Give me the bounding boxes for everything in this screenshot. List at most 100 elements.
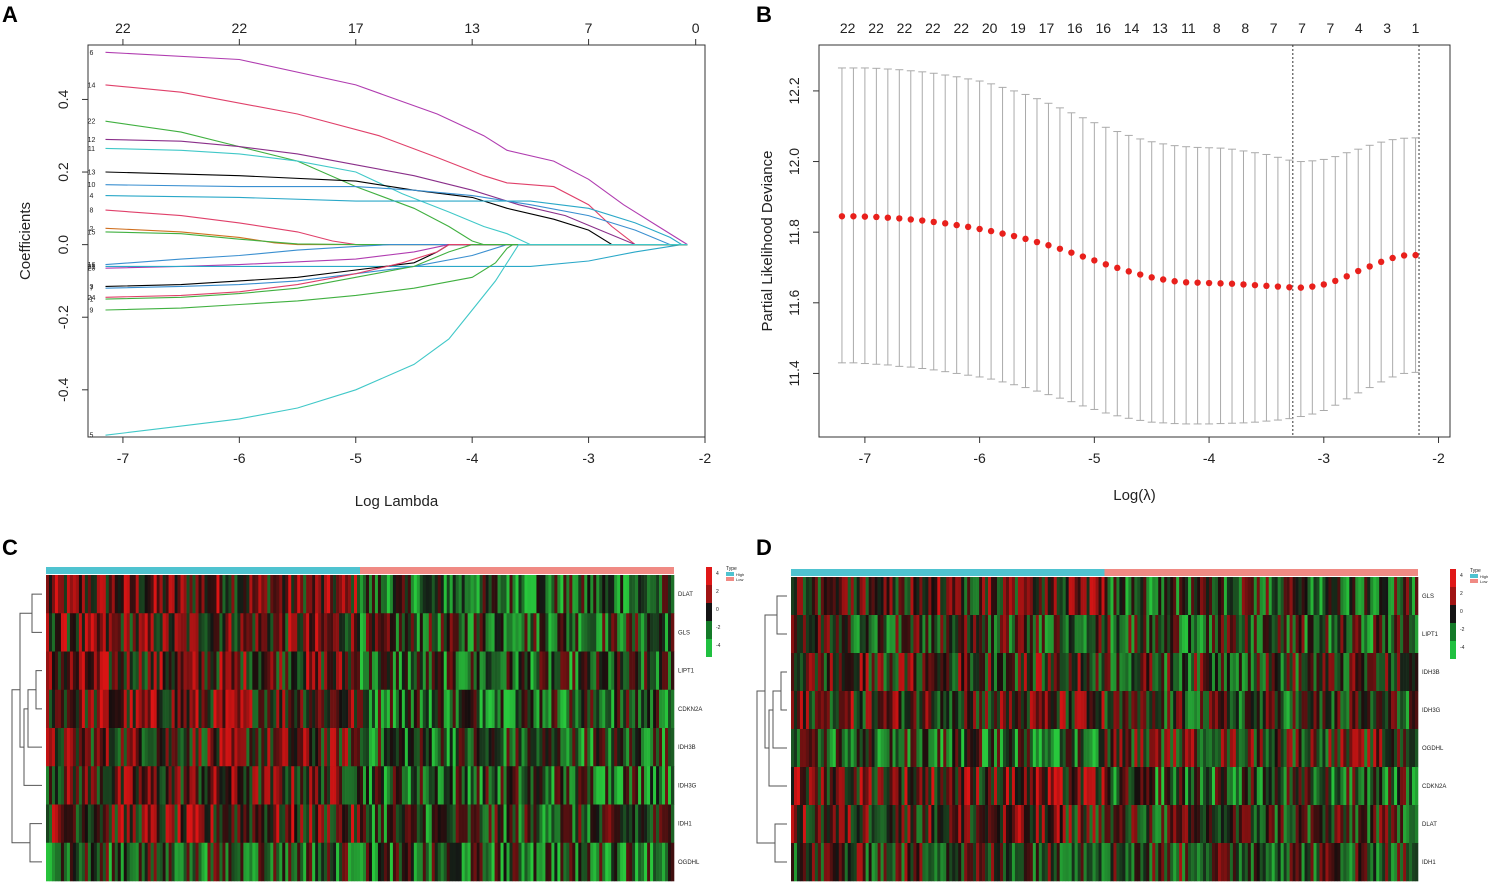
heatmap-cell [365, 766, 370, 805]
heatmap-cell [587, 575, 591, 614]
heatmap-cell [671, 651, 675, 691]
heatmap-cell [1167, 805, 1171, 844]
heatmap-cell [473, 651, 477, 691]
heatmap-cell [321, 766, 325, 805]
heatmap-cell [1029, 577, 1034, 616]
heatmap-cell [222, 842, 226, 882]
heatmap-cell [428, 651, 433, 691]
heatmap-cell [988, 729, 992, 768]
heatmap-cell [321, 804, 325, 844]
heatmap-cell [410, 766, 415, 805]
y-axis-title: Coefficients [17, 202, 34, 280]
heatmap-cell [410, 728, 415, 767]
heatmap-cell [823, 615, 828, 654]
heatmap-cell [428, 728, 433, 767]
heatmap-cell [159, 766, 163, 805]
heatmap-cell [665, 804, 669, 844]
heatmap-cell [183, 651, 187, 691]
heatmap-cell [850, 577, 854, 616]
heatmap-cell [309, 842, 313, 882]
heatmap-cell [321, 728, 325, 767]
heatmap-cell [826, 577, 831, 616]
heatmap-cell [524, 728, 528, 767]
heatmap-cell [1050, 767, 1055, 806]
heatmap-cell [835, 843, 840, 882]
heatmap-cell [57, 842, 62, 882]
heatmap-cell [452, 728, 456, 767]
heatmap-cell [1137, 843, 1141, 882]
heatmap-cell [491, 689, 495, 729]
heatmap-cell [464, 689, 468, 729]
heatmap-cell [1050, 691, 1055, 730]
heatmap-cell [599, 728, 603, 767]
heatmap-cell [1209, 653, 1213, 692]
heatmap-cell [1035, 767, 1040, 806]
heatmap-cell [991, 691, 995, 730]
heatmap-cell [1059, 577, 1063, 616]
heatmap-cell [823, 805, 828, 844]
heatmap-cell [407, 728, 412, 767]
heatmap-cell [330, 842, 334, 882]
heatmap-cell [1226, 843, 1231, 882]
heatmap-cell [476, 689, 480, 729]
heatmap-cell [156, 804, 160, 844]
heatmap-cell [928, 577, 932, 616]
heatmap-cell [1011, 577, 1016, 616]
heatmap-cell [171, 575, 175, 614]
heatmap-cell [1053, 767, 1058, 806]
heatmap-cell [1020, 615, 1025, 654]
heatmap-cell [1409, 805, 1413, 844]
heatmap-cell [1044, 691, 1049, 730]
heatmap-cell [252, 766, 256, 805]
heatmap-cell [174, 613, 178, 652]
heatmap-cell [78, 613, 83, 652]
heatmap-cell [255, 842, 259, 882]
heatmap-cell [354, 728, 358, 767]
heatmap-cell [808, 767, 813, 806]
path-label: 9 [90, 307, 94, 314]
heatmap-cell [1182, 577, 1186, 616]
heatmap-cell [958, 729, 962, 768]
heatmap-cell [551, 575, 555, 614]
heatmap-cell [668, 766, 672, 805]
heatmap-cell [309, 766, 313, 805]
heatmap-cell [1164, 577, 1168, 616]
heatmap-cell [48, 613, 53, 652]
heatmap-cell [1122, 805, 1126, 844]
heatmap-cell [114, 766, 119, 805]
heatmap-cell [264, 766, 268, 805]
heatmap-cell [1116, 577, 1120, 616]
heatmap-cell [964, 805, 968, 844]
heatmap-cell [174, 575, 178, 614]
heatmap-cell [916, 805, 920, 844]
heatmap-cell [351, 766, 355, 805]
heatmap-cell [916, 843, 920, 882]
heatmap-cell [410, 842, 415, 882]
heatmap-cell [1289, 653, 1293, 692]
heatmap-cell [1328, 805, 1332, 844]
heatmap-cell [506, 728, 510, 767]
y-tick-label: 11.8 [786, 219, 802, 245]
heatmap-cell [377, 613, 382, 652]
heatmap-cell [1304, 729, 1308, 768]
heatmap-cell [1289, 615, 1293, 654]
heatmap-cell [246, 575, 250, 614]
deviance-point [919, 217, 926, 224]
heatmap-cell [129, 804, 134, 844]
heatmap-cell [126, 651, 131, 691]
heatmap-cell [587, 728, 591, 767]
heatmap-cell [820, 805, 825, 844]
heatmap-cell [422, 804, 427, 844]
heatmap-cell [300, 689, 304, 729]
heatmap-cell [539, 689, 543, 729]
heatmap-cell [1268, 843, 1272, 882]
heatmap-cell [799, 767, 804, 806]
heatmap-cell [69, 613, 74, 652]
heatmap-cell [1008, 615, 1013, 654]
heatmap-cell [1083, 843, 1087, 882]
path-label: 13 [88, 170, 96, 177]
heatmap-cell [255, 575, 259, 614]
heatmap-cell [204, 804, 208, 844]
heatmap-cell [922, 767, 926, 806]
heatmap-cell [467, 804, 471, 844]
